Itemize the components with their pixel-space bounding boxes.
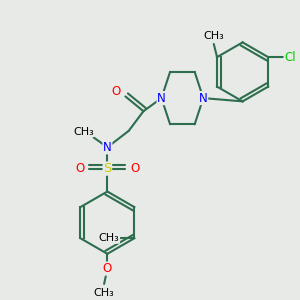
- Text: O: O: [112, 85, 121, 98]
- Text: CH₃: CH₃: [203, 31, 224, 41]
- Text: CH₃: CH₃: [74, 127, 94, 136]
- Text: S: S: [103, 162, 112, 175]
- Text: O: O: [130, 162, 139, 175]
- Text: N: N: [199, 92, 208, 105]
- Text: Cl: Cl: [284, 51, 296, 64]
- Text: N: N: [103, 141, 112, 154]
- Text: CH₃: CH₃: [94, 288, 115, 298]
- Text: N: N: [157, 92, 166, 105]
- Text: CH₃: CH₃: [99, 233, 119, 243]
- Text: O: O: [103, 262, 112, 275]
- Text: O: O: [76, 162, 85, 175]
